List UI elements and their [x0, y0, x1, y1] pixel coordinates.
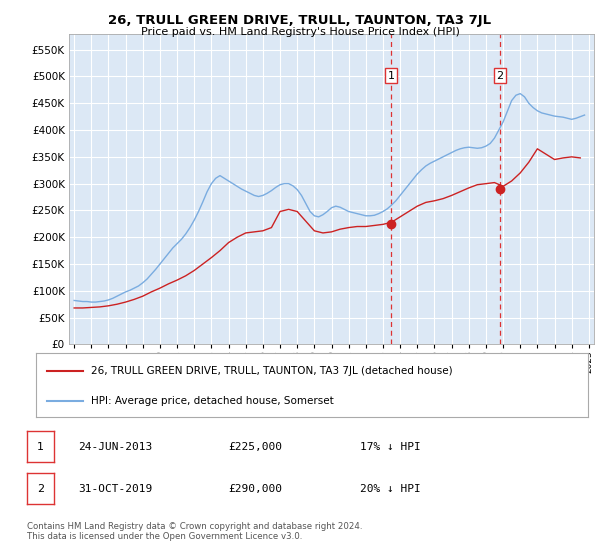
Text: 2: 2 — [37, 484, 44, 493]
Text: 1: 1 — [388, 71, 395, 81]
Text: 26, TRULL GREEN DRIVE, TRULL, TAUNTON, TA3 7JL (detached house): 26, TRULL GREEN DRIVE, TRULL, TAUNTON, T… — [91, 366, 453, 376]
Text: Price paid vs. HM Land Registry's House Price Index (HPI): Price paid vs. HM Land Registry's House … — [140, 27, 460, 37]
Text: 31-OCT-2019: 31-OCT-2019 — [78, 484, 152, 493]
Text: HPI: Average price, detached house, Somerset: HPI: Average price, detached house, Some… — [91, 396, 334, 406]
Text: 2: 2 — [497, 71, 504, 81]
Text: 1: 1 — [37, 442, 44, 451]
Text: 26, TRULL GREEN DRIVE, TRULL, TAUNTON, TA3 7JL: 26, TRULL GREEN DRIVE, TRULL, TAUNTON, T… — [109, 14, 491, 27]
Text: 20% ↓ HPI: 20% ↓ HPI — [360, 484, 421, 493]
Text: 24-JUN-2013: 24-JUN-2013 — [78, 442, 152, 451]
Text: £290,000: £290,000 — [228, 484, 282, 493]
Text: £225,000: £225,000 — [228, 442, 282, 451]
Text: Contains HM Land Registry data © Crown copyright and database right 2024.
This d: Contains HM Land Registry data © Crown c… — [27, 522, 362, 542]
Text: 17% ↓ HPI: 17% ↓ HPI — [360, 442, 421, 451]
